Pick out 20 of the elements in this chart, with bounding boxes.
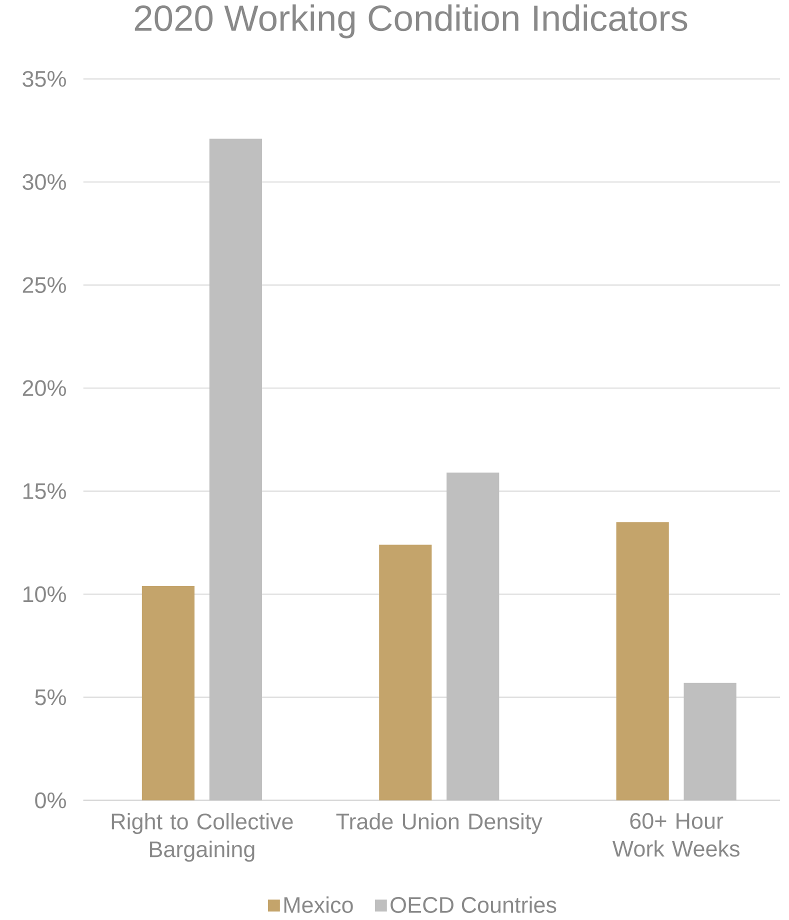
y-tick-label: 15% [24,483,66,500]
bar [142,586,195,800]
y-tick-label: 5% [35,689,66,706]
x-tick-label: Right to Collective Bargaining [112,813,294,862]
legend-label: Mexico [284,896,354,913]
y-tick-label: 10% [24,586,66,602]
x-tick-label: 60+ Hour Work Weeks [612,812,740,857]
bar [446,472,500,800]
x-tick-label: Trade Union Density [336,813,543,834]
bar [684,682,737,800]
bar [616,522,670,800]
bar [210,138,262,800]
chart-title: 2020 Working Condition Indicators [135,4,688,38]
bar [379,544,432,800]
y-tick-label: 35% [22,70,66,87]
legend-label: OECD Countries [390,896,556,913]
y-tick-label: 0% [35,792,66,808]
y-tick-label: 30% [22,174,66,190]
y-tick-label: 20% [23,380,66,396]
y-tick-label: 25% [23,277,66,294]
